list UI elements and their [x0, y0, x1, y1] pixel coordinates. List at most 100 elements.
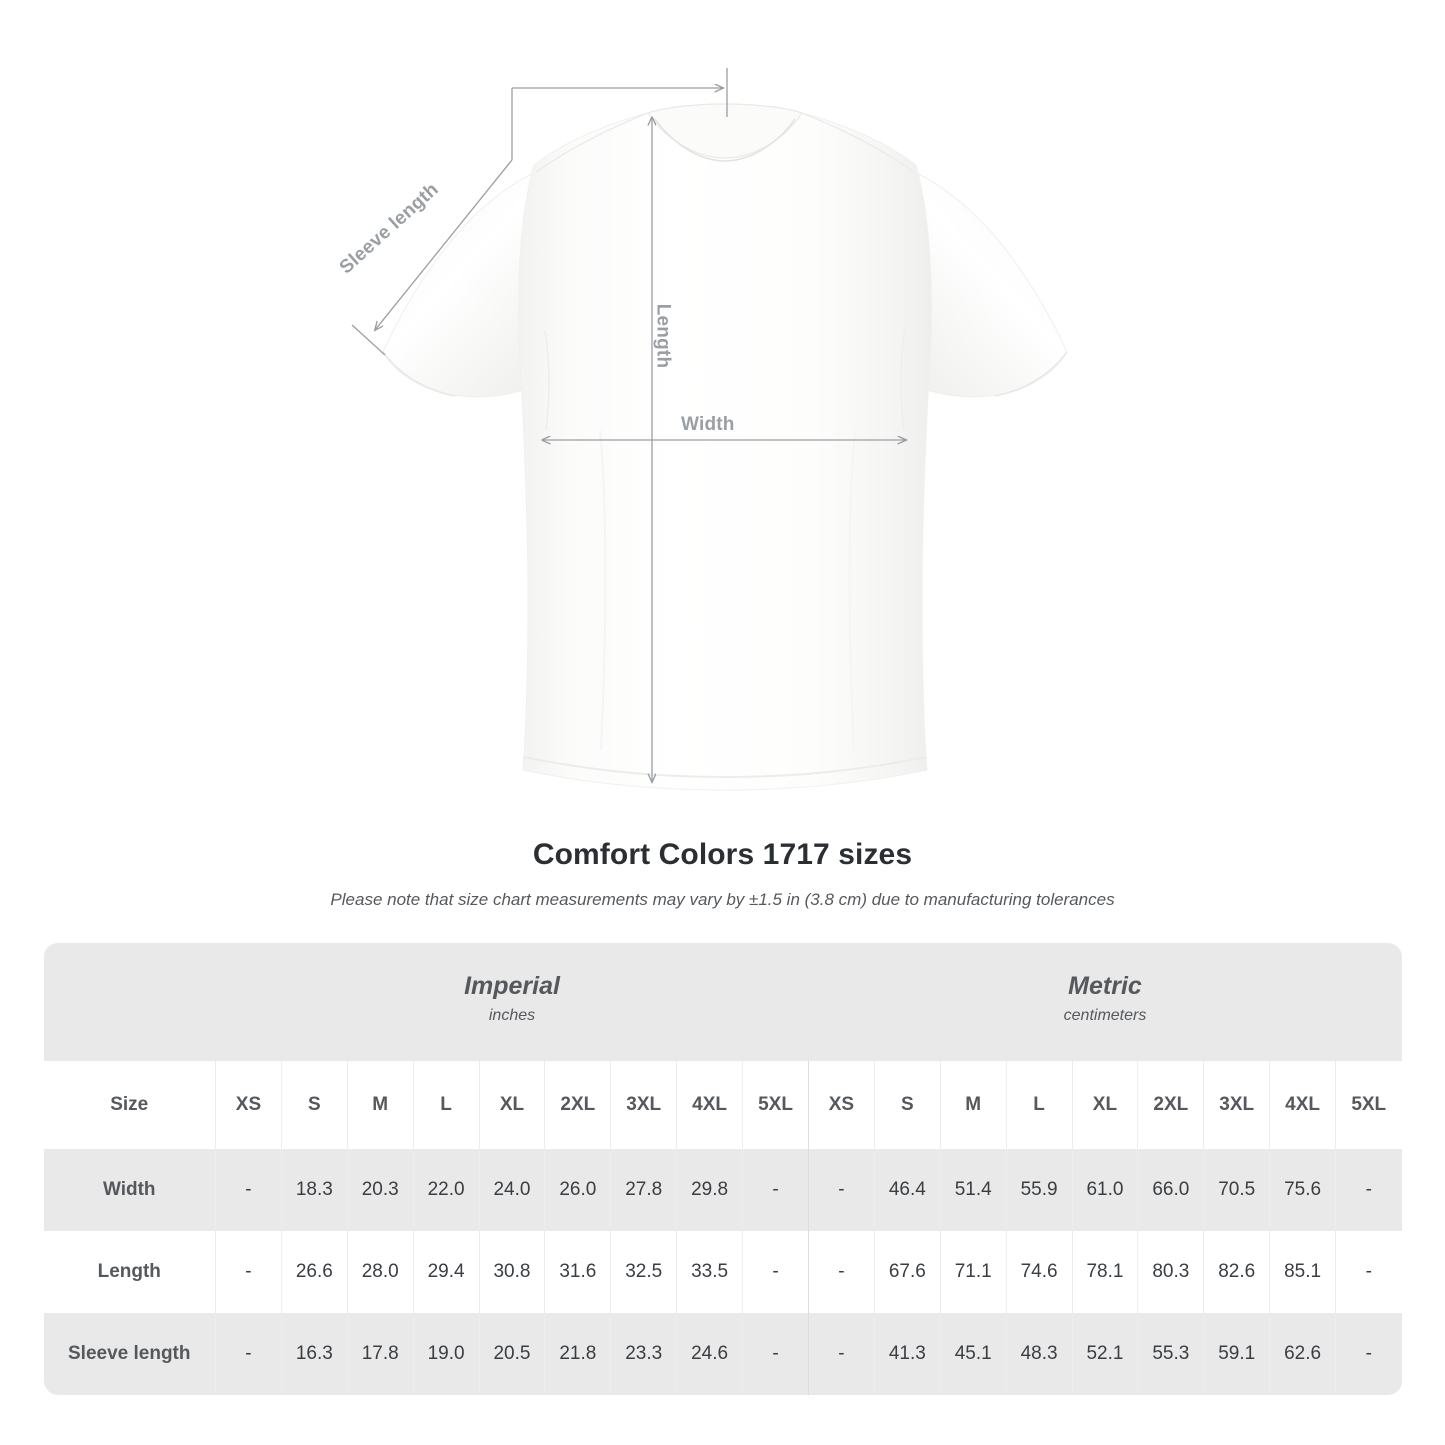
row-header-length: Length — [43, 1231, 216, 1313]
table-row: Width -18.3 20.3 22.0 24.0 26.0 27.8 29.8- -46.4… — [43, 1149, 1402, 1231]
cell-metric-length-5xl: - — [1335, 1231, 1402, 1313]
unit-band-imperial: Imperial inches — [215, 943, 809, 1061]
column-header-imperial-s: S — [280, 1061, 348, 1149]
tshirt-garment — [382, 103, 1068, 791]
cell-imperial-sleeve-length-s: 16.3 — [280, 1313, 348, 1395]
cell-imperial-sleeve-length-2xl: 21.8 — [544, 1313, 611, 1395]
cell-metric-sleeve-length-s: 41.3 — [873, 1313, 941, 1395]
cell-metric-sleeve-length-xl: 52.1 — [1071, 1313, 1138, 1395]
cell-imperial-sleeve-length-5xl: - — [742, 1313, 809, 1395]
row-header-sleeve-length: Sleeve length — [43, 1313, 216, 1395]
size-header-row: Size XS S M L XL 2XL 3XL 4XL 5XL XS S M L XL 2XL 3XL 4XL 5… — [43, 1061, 1402, 1149]
width-label: Width — [681, 414, 735, 435]
cell-metric-width-m: 51.4 — [939, 1149, 1007, 1231]
cell-imperial-length-s: 26.6 — [280, 1231, 348, 1313]
cell-imperial-length-m: 28.0 — [346, 1231, 414, 1313]
cell-metric-length-l: 74.6 — [1005, 1231, 1072, 1313]
cell-metric-sleeve-length-5xl: - — [1335, 1313, 1402, 1395]
cell-imperial-sleeve-length-l: 19.0 — [412, 1313, 480, 1395]
table-row: Length -26.6 28.0 29.4 30.8 31.6 32.5 33.5- -67.… — [43, 1231, 1402, 1313]
cell-metric-length-m: 71.1 — [939, 1231, 1007, 1313]
cell-imperial-sleeve-length-4xl: 24.6 — [676, 1313, 743, 1395]
cell-imperial-sleeve-length-m: 17.8 — [346, 1313, 414, 1395]
column-header-imperial-4xl: 4XL — [676, 1061, 743, 1149]
cell-metric-width-4xl: 75.6 — [1269, 1149, 1336, 1231]
sleeve-bottom-tick — [351, 324, 386, 356]
length-label: Length — [652, 303, 674, 369]
sleeve-diagonal-arrow — [375, 159, 513, 330]
cell-imperial-width-2xl: 26.0 — [544, 1149, 611, 1231]
cell-metric-width-3xl: 70.5 — [1203, 1149, 1270, 1231]
cell-imperial-width-s: 18.3 — [280, 1149, 348, 1231]
size-chart-table: Imperial inches Metric centimeters Size X… — [43, 943, 1402, 1395]
tshirt-illustration: Sleeve length Length Width — [336, 68, 1068, 791]
cell-metric-length-4xl: 85.1 — [1269, 1231, 1336, 1313]
cell-metric-length-xs: - — [808, 1231, 875, 1313]
cell-imperial-length-5xl: - — [742, 1231, 809, 1313]
unit-band-metric-unit: centimeters — [1063, 1007, 1147, 1025]
size-table-container: Imperial inches Metric centimeters Size X… — [43, 943, 1402, 1395]
cell-imperial-length-3xl: 32.5 — [610, 1231, 677, 1313]
cell-imperial-width-3xl: 27.8 — [610, 1149, 677, 1231]
cell-imperial-width-5xl: - — [742, 1149, 809, 1231]
cell-imperial-sleeve-length-xs: - — [215, 1313, 282, 1395]
cell-metric-width-xs: - — [808, 1149, 875, 1231]
unit-band-metric-name: Metric — [1068, 972, 1142, 1001]
column-header-imperial-m: M — [346, 1061, 414, 1149]
cell-metric-width-xl: 61.0 — [1071, 1149, 1138, 1231]
tshirt-diagram-svg — [351, 68, 1068, 791]
cell-imperial-sleeve-length-3xl: 23.3 — [610, 1313, 677, 1395]
column-header-metric-xs: XS — [808, 1061, 875, 1149]
cell-metric-sleeve-length-2xl: 55.3 — [1137, 1313, 1204, 1395]
column-header-imperial-5xl: 5XL — [742, 1061, 809, 1149]
cell-imperial-sleeve-length-xl: 20.5 — [478, 1313, 545, 1395]
cell-imperial-width-l: 22.0 — [412, 1149, 480, 1231]
cell-imperial-length-2xl: 31.6 — [544, 1231, 611, 1313]
unit-band-imperial-name: Imperial — [464, 972, 560, 1001]
unit-band-spacer — [43, 943, 216, 1061]
column-header-metric-2xl: 2XL — [1137, 1061, 1204, 1149]
column-header-imperial-l: L — [412, 1061, 480, 1149]
cell-imperial-width-m: 20.3 — [346, 1149, 414, 1231]
cell-metric-length-3xl: 82.6 — [1203, 1231, 1270, 1313]
column-header-metric-3xl: 3XL — [1203, 1061, 1270, 1149]
cell-imperial-length-4xl: 33.5 — [676, 1231, 743, 1313]
row-header-width: Width — [43, 1149, 216, 1231]
column-header-size: Size — [43, 1061, 216, 1149]
cell-metric-sleeve-length-m: 45.1 — [939, 1313, 1007, 1395]
title-block: Comfort Colors 1717 sizes Please note th… — [0, 830, 1445, 910]
column-header-imperial-xs: XS — [215, 1061, 282, 1149]
cell-imperial-length-l: 29.4 — [412, 1231, 480, 1313]
unit-band-imperial-unit: inches — [488, 1007, 536, 1025]
column-header-metric-s: S — [873, 1061, 941, 1149]
measurement-guides — [351, 68, 906, 782]
cell-imperial-width-xs: - — [215, 1149, 282, 1231]
cell-metric-length-2xl: 80.3 — [1137, 1231, 1204, 1313]
column-header-imperial-3xl: 3XL — [610, 1061, 677, 1149]
column-header-metric-4xl: 4XL — [1269, 1061, 1336, 1149]
column-header-metric-xl: XL — [1071, 1061, 1138, 1149]
cell-metric-width-2xl: 66.0 — [1137, 1149, 1204, 1231]
page-title: Comfort Colors 1717 sizes — [532, 838, 913, 871]
cell-metric-sleeve-length-4xl: 62.6 — [1269, 1313, 1336, 1395]
column-header-imperial-xl: XL — [478, 1061, 545, 1149]
unit-band-metric: Metric centimeters — [808, 943, 1402, 1061]
tolerance-note: Please note that size chart measurements… — [330, 890, 1115, 909]
cell-metric-width-5xl: - — [1335, 1149, 1402, 1231]
unit-system-row: Imperial inches Metric centimeters — [43, 943, 1402, 1061]
column-header-imperial-2xl: 2XL — [544, 1061, 611, 1149]
table-row: Sleeve length -16.3 17.8 19.0 20.5 21.8 23.3 24… — [43, 1313, 1402, 1395]
column-header-metric-m: M — [939, 1061, 1007, 1149]
cell-imperial-width-4xl: 29.8 — [676, 1149, 743, 1231]
column-header-metric-5xl: 5XL — [1335, 1061, 1402, 1149]
cell-metric-length-xl: 78.1 — [1071, 1231, 1138, 1313]
cell-metric-sleeve-length-l: 48.3 — [1005, 1313, 1072, 1395]
cell-metric-width-l: 55.9 — [1005, 1149, 1072, 1231]
cell-imperial-width-xl: 24.0 — [478, 1149, 545, 1231]
cell-metric-sleeve-length-xs: - — [808, 1313, 875, 1395]
column-header-metric-l: L — [1005, 1061, 1072, 1149]
cell-metric-sleeve-length-3xl: 59.1 — [1203, 1313, 1270, 1395]
cell-imperial-length-xs: - — [215, 1231, 282, 1313]
cell-metric-length-s: 67.6 — [873, 1231, 941, 1313]
cell-metric-width-s: 46.4 — [873, 1149, 941, 1231]
